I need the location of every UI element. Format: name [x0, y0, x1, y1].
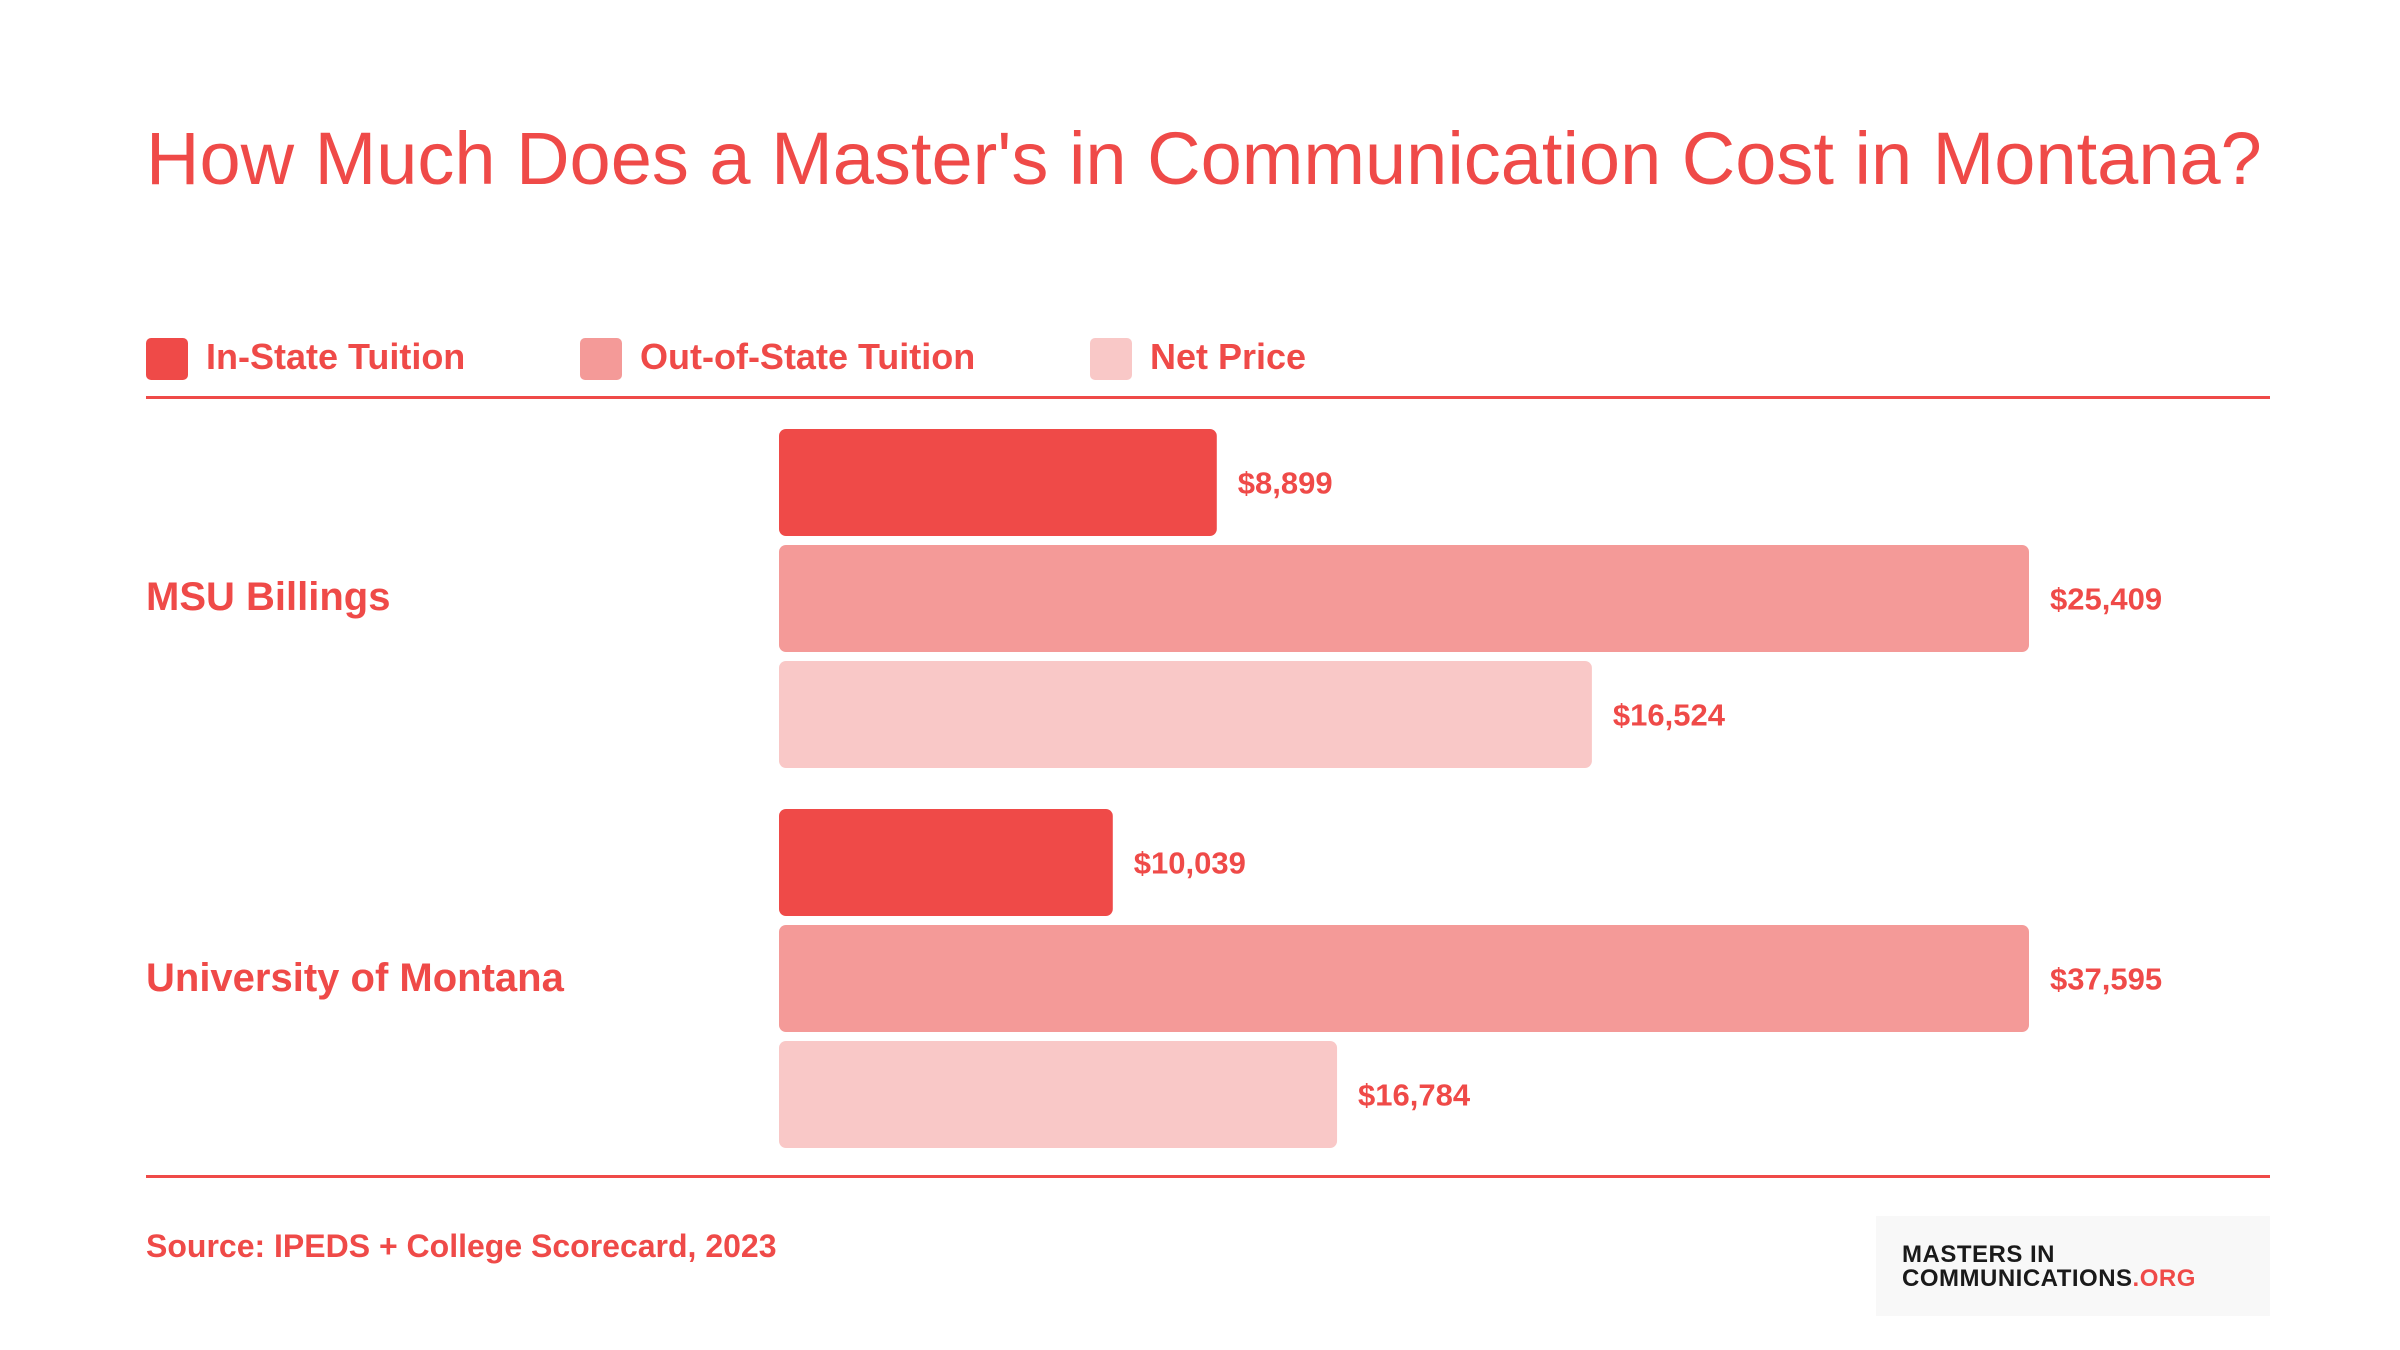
bar-msu-billings-net-price — [779, 661, 1592, 768]
value-label-university-of-montana-in-state: $10,039 — [1134, 846, 1246, 881]
value-label-university-of-montana-out-of-state: $37,595 — [2050, 962, 2162, 997]
bar-msu-billings-in-state — [779, 429, 1217, 536]
bar-university-of-montana-net-price — [779, 1041, 1338, 1148]
value-label-msu-billings-out-of-state: $25,409 — [2050, 582, 2162, 617]
legend-swatch-out-of-state — [580, 338, 622, 380]
source-note: Source: IPEDS + College Scorecard, 2023 — [146, 1228, 777, 1264]
legend-label-out-of-state: Out-of-State Tuition — [640, 336, 976, 377]
bottom-divider — [146, 1175, 2270, 1178]
bar-university-of-montana-out-of-state — [779, 925, 2029, 1032]
category-label-university-of-montana: University of Montana — [146, 956, 564, 1000]
value-label-msu-billings-net-price: $16,524 — [1613, 698, 1726, 733]
bar-chart-canvas: $8,899 $25,409 $16,524 $10,039 $37,595 $16,78… — [779, 429, 2162, 1148]
legend-swatch-in-state — [146, 338, 188, 380]
logo-line-1: MASTERS IN — [1902, 1241, 2056, 1268]
bar-msu-billings-out-of-state — [779, 545, 2029, 652]
chart-title: How Much Does a Master's in Communicatio… — [146, 117, 2262, 200]
logo-line-2: COMMUNICATIONS.ORG — [1902, 1266, 2196, 1292]
legend-swatch-net-price — [1090, 338, 1132, 380]
value-label-university-of-montana-net-price: $16,784 — [1358, 1078, 1471, 1113]
top-divider — [146, 396, 2270, 399]
site-logo: MASTERS IN COMMUNICATIONS.ORG — [1876, 1216, 2270, 1316]
value-label-msu-billings-in-state: $8,899 — [1238, 466, 1333, 501]
logo-line-2-suffix: .ORG — [2132, 1265, 2196, 1292]
category-label-msu-billings: MSU Billings — [146, 575, 391, 619]
bar-university-of-montana-in-state — [779, 809, 1113, 916]
logo-line-2-main: COMMUNICATIONS — [1902, 1265, 2133, 1292]
legend-label-in-state: In-State Tuition — [206, 336, 466, 377]
legend-label-net-price: Net Price — [1150, 336, 1307, 377]
